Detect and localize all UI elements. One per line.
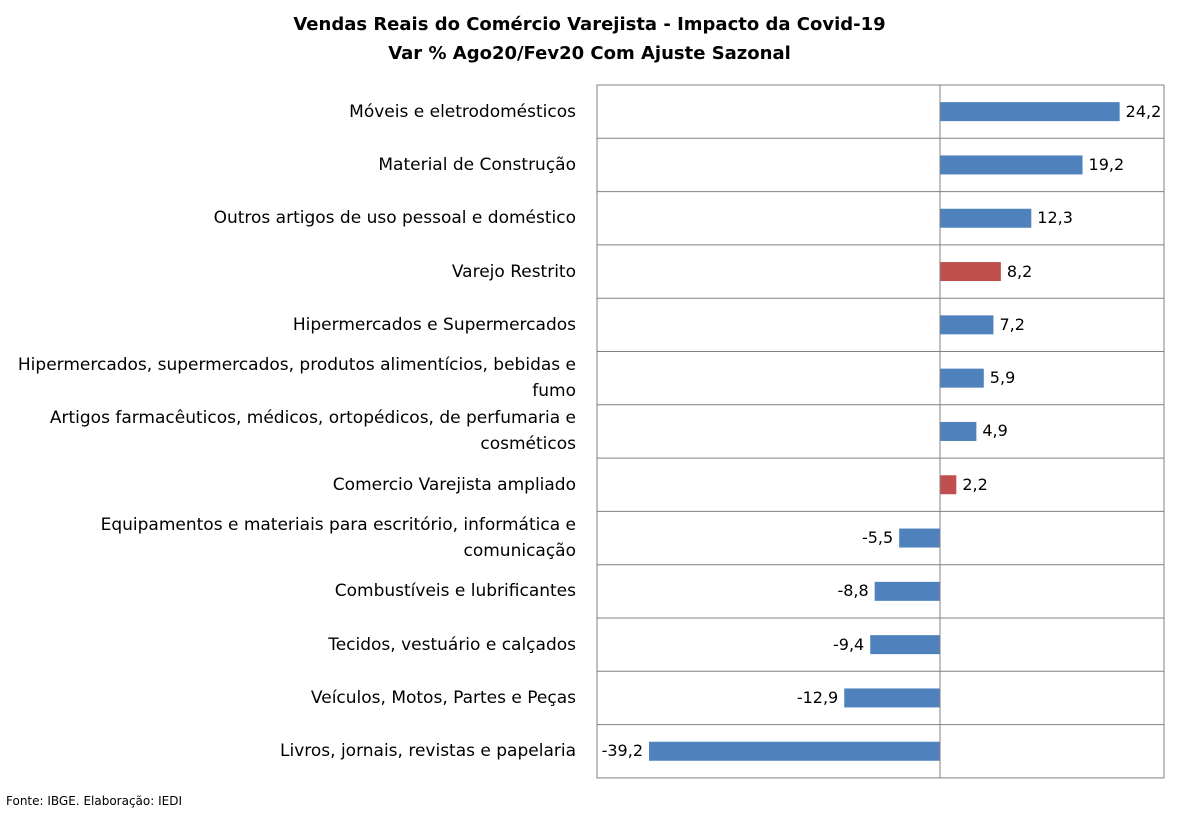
- plot-frame: [596, 84, 1165, 779]
- bar: [844, 688, 940, 708]
- bar: [940, 421, 977, 441]
- source-note: Fonte: IBGE. Elaboração: IEDI: [6, 794, 183, 808]
- data-label: 12,3: [1037, 208, 1073, 228]
- bar: [870, 635, 940, 655]
- data-label: 2,2: [962, 474, 988, 494]
- bar: [649, 741, 940, 761]
- category-label: Equipamentos e materiais para escritório…: [100, 515, 576, 562]
- bar: [940, 315, 994, 335]
- category-label: Comercio Varejista ampliado: [332, 474, 576, 495]
- category-label: Hipermercados e Supermercados: [292, 314, 576, 335]
- data-label: 7,2: [999, 314, 1025, 334]
- bar: [940, 102, 1120, 122]
- bar: [940, 368, 984, 388]
- data-label: 4,9: [982, 421, 1008, 441]
- bar: [940, 155, 1083, 175]
- data-label: -9,4: [833, 634, 865, 654]
- category-label: Outros artigos de uso pessoal e doméstic…: [213, 208, 576, 229]
- data-label: 19,2: [1088, 154, 1125, 174]
- data-label: -12,9: [796, 687, 839, 707]
- category-label: Veículos, Motos, Partes e Peças: [310, 687, 576, 708]
- bar: [874, 581, 940, 601]
- category-label: Artigos farmacêuticos, médicos, ortopédi…: [49, 408, 576, 455]
- data-label: -5,5: [861, 528, 894, 548]
- chart-subtitle: Var % Ago20/Fev20 Com Ajuste Sazonal: [388, 43, 791, 64]
- bar: [940, 475, 957, 495]
- data-label: -8,8: [837, 581, 869, 601]
- data-label: 5,9: [989, 368, 1016, 388]
- chart-title: Vendas Reais do Comércio Varejista - Imp…: [293, 14, 886, 35]
- bar: [940, 208, 1032, 228]
- data-label: 24,2: [1125, 101, 1162, 121]
- bar: [899, 528, 940, 548]
- category-label: Móveis e eletrodomésticos: [349, 101, 576, 122]
- bar: [940, 262, 1001, 282]
- category-label: Combustíveis e lubrificantes: [334, 581, 576, 602]
- category-label: Varejo Restrito: [451, 261, 576, 282]
- data-label: 8,2: [1006, 261, 1033, 281]
- category-label: Hipermercados, supermercados, produtos a…: [17, 355, 576, 402]
- category-label: Tecidos, vestuário e calçados: [328, 634, 576, 655]
- category-label: Material de Construção: [378, 154, 576, 175]
- category-label: Livros, jornais, revistas e papelaria: [280, 741, 576, 762]
- data-label: -39,2: [601, 741, 643, 761]
